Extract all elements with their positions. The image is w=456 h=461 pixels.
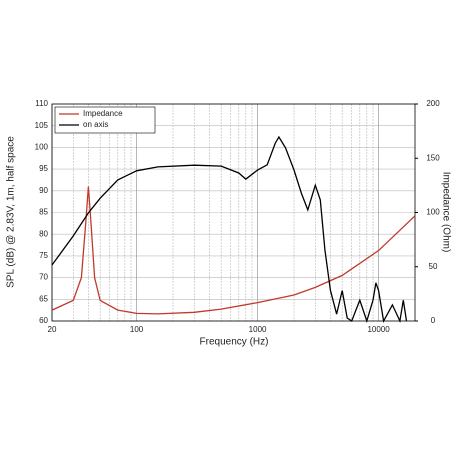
y-tick-label: 65: [39, 294, 48, 303]
y-tick-label: 70: [39, 273, 48, 282]
y-tick-label: 85: [39, 208, 48, 217]
x-tick-label: 10000: [367, 325, 390, 334]
y2-tick-label: 150: [426, 153, 440, 162]
x-tick-label: 1000: [249, 325, 267, 334]
x-axis-label: Frequency (Hz): [200, 337, 269, 348]
legend-box: [54, 106, 156, 134]
y2-tick-label: 200: [426, 99, 440, 108]
y-axis-label: SPL (dB) @ 2.83V, 1m, half space: [6, 136, 17, 288]
y-tick-label: 95: [39, 164, 48, 173]
y2-tick-label: 100: [426, 208, 440, 217]
y-tick-label: 90: [39, 186, 48, 195]
x-tick-label: 20: [48, 325, 57, 334]
y-tick-label: 105: [35, 121, 49, 130]
series-line: [51, 186, 416, 315]
y2-tick-label: 50: [429, 262, 438, 271]
plot-frame: [51, 103, 416, 322]
legend-label: Impedance: [83, 109, 123, 118]
y-tick-label: 75: [39, 251, 48, 260]
y2-tick-label: 0: [431, 316, 436, 325]
y-tick-label: 100: [35, 143, 49, 152]
y-tick-label: 110: [35, 99, 48, 108]
y-tick-label: 60: [39, 316, 48, 325]
y-tick-label: 80: [39, 229, 48, 238]
x-tick-label: 100: [130, 325, 144, 334]
legend-label: on axis: [83, 120, 108, 129]
series-line: [51, 135, 408, 324]
y2-axis-label: Impedance (Ohm): [440, 172, 451, 253]
